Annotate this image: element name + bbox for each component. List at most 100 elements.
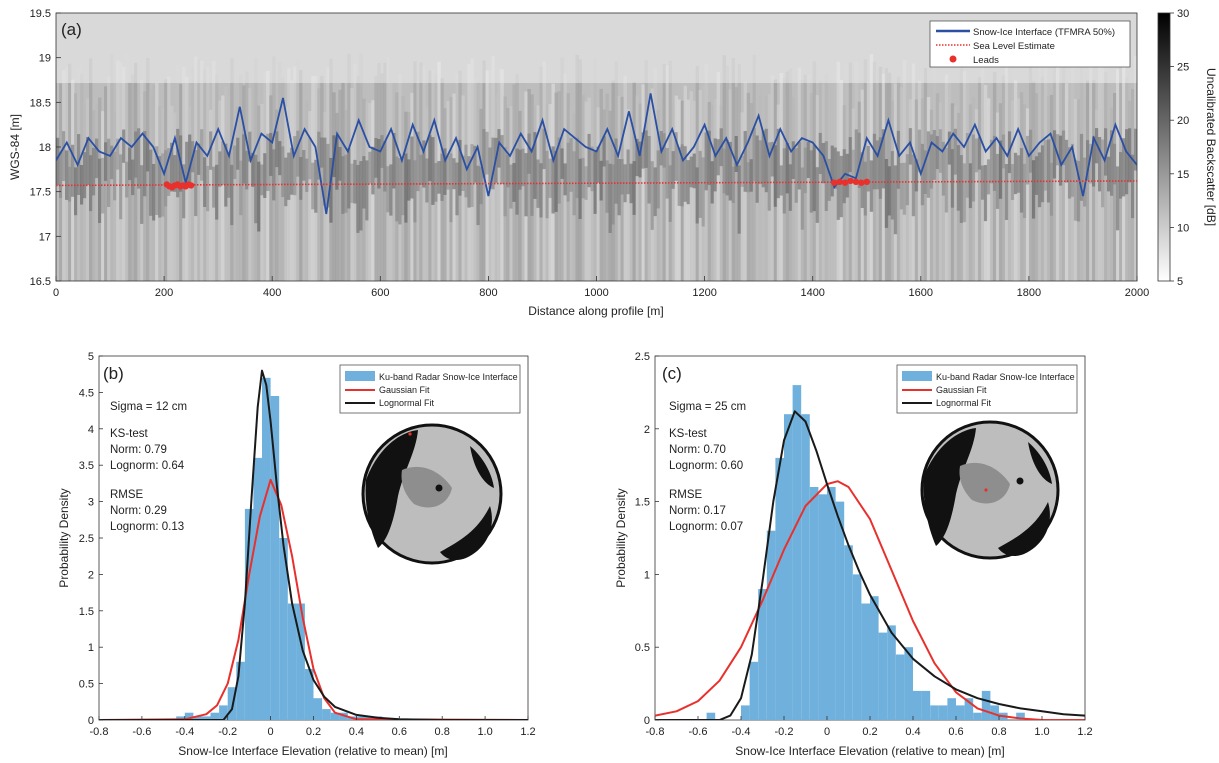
radargram-column bbox=[494, 93, 498, 281]
arctic-map-pole-marker bbox=[1016, 477, 1024, 485]
arctic-map-landmass bbox=[470, 446, 494, 488]
radargram-column bbox=[110, 145, 114, 180]
radargram-column bbox=[701, 157, 705, 227]
radargram-column bbox=[779, 165, 784, 196]
radargram-column bbox=[707, 102, 711, 281]
radargram-column bbox=[851, 149, 856, 181]
arctic-map-location-marker bbox=[984, 488, 988, 492]
histogram-bar bbox=[947, 698, 956, 720]
panel-c-label: (c) bbox=[662, 364, 682, 383]
radargram-column bbox=[194, 150, 198, 217]
x-tick-label: -0.2 bbox=[218, 726, 237, 738]
radargram-column bbox=[143, 131, 147, 197]
radargram-column bbox=[866, 146, 871, 192]
radargram-column bbox=[1034, 156, 1039, 195]
radargram-column bbox=[509, 164, 513, 209]
radargram-column bbox=[575, 137, 579, 199]
radargram-column bbox=[716, 72, 720, 281]
radargram-column bbox=[1052, 67, 1057, 281]
radargram-column bbox=[929, 109, 934, 281]
radargram-column bbox=[104, 86, 108, 281]
radargram-column bbox=[902, 162, 907, 215]
radargram-column bbox=[959, 155, 964, 223]
panel-a-series bbox=[56, 93, 1137, 215]
radargram-column bbox=[563, 163, 567, 196]
radargram-column bbox=[125, 161, 129, 198]
radargram-column bbox=[233, 108, 237, 281]
radargram-column bbox=[272, 149, 276, 201]
radargram-column bbox=[449, 96, 453, 281]
radargram-column bbox=[779, 73, 784, 281]
radargram-column bbox=[956, 112, 961, 281]
radargram-column bbox=[1101, 55, 1105, 281]
panel-c-ks-lognorm: Lognorm: 0.60 bbox=[669, 460, 743, 472]
x-tick-label: -0.8 bbox=[90, 726, 109, 738]
radargram-column bbox=[512, 163, 516, 202]
radargram-column bbox=[506, 107, 510, 281]
radargram-column bbox=[1110, 107, 1114, 281]
histogram-bar bbox=[775, 457, 784, 720]
radargram-column bbox=[485, 70, 489, 281]
radargram-column bbox=[101, 111, 105, 281]
radargram-column bbox=[527, 89, 531, 281]
radargram-column bbox=[1031, 160, 1036, 219]
radargram-column bbox=[980, 67, 985, 281]
histogram-bar bbox=[930, 705, 939, 720]
radargram-column bbox=[968, 163, 973, 209]
radargram-column bbox=[977, 136, 982, 170]
histogram-bar bbox=[981, 690, 991, 720]
radargram-column bbox=[71, 144, 75, 197]
y-tick-label: 1 bbox=[88, 642, 94, 654]
radargram-column bbox=[1010, 164, 1015, 200]
radargram-column bbox=[125, 54, 129, 281]
radargram-column bbox=[446, 155, 450, 190]
radargram-column bbox=[1040, 76, 1045, 281]
radargram-column bbox=[983, 84, 988, 281]
radargram-column bbox=[917, 80, 922, 281]
legend-leads-label: Leads bbox=[973, 55, 999, 66]
radargram-column bbox=[656, 150, 660, 209]
x-tick-label: -0.6 bbox=[132, 726, 151, 738]
radargram-column bbox=[1001, 75, 1006, 281]
radargram-column bbox=[236, 106, 240, 281]
radargram-column bbox=[734, 87, 738, 281]
x-tick-label: 1000 bbox=[584, 287, 608, 299]
radargram-column bbox=[554, 92, 558, 281]
radargram-column bbox=[212, 61, 216, 281]
radargram-column bbox=[122, 129, 126, 163]
radargram-column bbox=[1031, 81, 1036, 281]
radargram-column bbox=[134, 131, 138, 178]
radargram-column bbox=[1125, 77, 1129, 281]
radargram-column bbox=[146, 58, 150, 281]
lognormal-fit-line bbox=[655, 410, 1085, 720]
radargram-column bbox=[869, 160, 874, 212]
radargram-column bbox=[791, 141, 796, 179]
radargram-column bbox=[254, 154, 258, 224]
radargram-column bbox=[320, 75, 324, 281]
radargram-column bbox=[857, 101, 862, 281]
histogram-bar bbox=[766, 530, 776, 720]
radargram-column bbox=[596, 146, 600, 183]
radargram-column bbox=[248, 131, 252, 162]
radargram-column bbox=[869, 54, 874, 281]
radargram-column bbox=[890, 151, 895, 220]
y-tick-label: 2.5 bbox=[79, 533, 94, 545]
radargram-column bbox=[131, 159, 135, 196]
histogram-bar bbox=[964, 698, 974, 720]
radargram-column bbox=[467, 156, 471, 208]
radargram-column bbox=[881, 129, 886, 189]
y-tick-label: 17.5 bbox=[30, 187, 51, 199]
radargram-column bbox=[86, 98, 90, 281]
radargram-column bbox=[341, 82, 345, 281]
histogram-bar bbox=[741, 705, 750, 720]
radargram-column bbox=[1125, 129, 1129, 195]
radargram-column bbox=[692, 100, 696, 281]
radargram-column bbox=[968, 104, 973, 281]
radargram-column bbox=[839, 155, 844, 218]
radargram-column bbox=[749, 103, 753, 281]
radargram-column bbox=[947, 82, 952, 281]
radargram-column bbox=[845, 64, 850, 281]
radargram-column bbox=[965, 133, 970, 198]
y-tick-label: 19 bbox=[39, 53, 51, 65]
radargram-column bbox=[1064, 139, 1069, 183]
